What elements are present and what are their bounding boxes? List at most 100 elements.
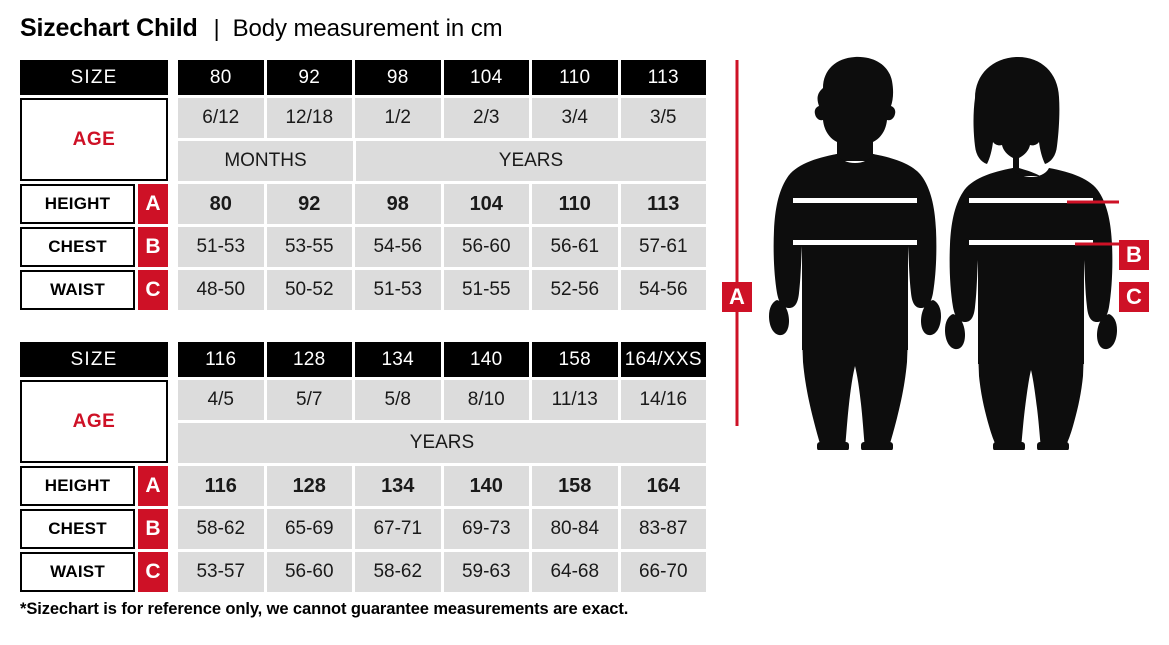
age-value-rows: 6/12 12/18 1/2 2/3 3/4 3/5 MONTHS YEARS [178,98,706,181]
measure-cell: 164 [620,466,706,506]
measure-cell: 56-61 [532,227,618,267]
size-cell: 134 [355,342,441,377]
page-title: Sizechart Child | Body measurement in cm [20,14,503,43]
size-header-label: SIZE [20,342,168,377]
measure-cell: 140 [443,466,529,506]
measurement-figure-panel: A B C [715,50,1169,450]
boy-silhouette [769,56,941,450]
age-cell: 8/10 [443,380,529,420]
age-unit-cells: MONTHS YEARS [178,141,706,181]
measure-cell: 83-87 [620,509,706,549]
size-cell: 110 [532,60,618,95]
measure-cell: 53-55 [266,227,352,267]
size-cell: 104 [443,60,529,95]
table-row-chest: CHEST B 51-53 53-55 54-56 56-60 56-61 57… [20,227,706,267]
measure-cell: 58-62 [355,552,441,592]
age-values-row: 6/12 12/18 1/2 2/3 3/4 3/5 [178,98,706,138]
size-cell: 158 [532,342,618,377]
measure-cell: 52-56 [532,270,618,310]
chest-band-girl [969,198,1093,203]
badge-b-icon: B [138,227,168,267]
measure-cell: 64-68 [532,552,618,592]
measure-cell: 57-61 [620,227,706,267]
measure-cell: 69-73 [443,509,529,549]
age-cell: 2/3 [443,98,529,138]
table-row-height: HEIGHT A 80 92 98 104 110 113 [20,184,706,224]
age-cell: 14/16 [620,380,706,420]
waist-band-girl [969,240,1093,245]
age-unit-months: MONTHS [178,141,353,181]
table-row-size-header: SIZE 80 92 98 104 110 113 [20,60,706,95]
badge-c-icon: C [138,270,168,310]
measure-cell: 54-56 [355,227,441,267]
badge-b-icon: B [138,509,168,549]
age-unit-cells: YEARS [178,423,706,463]
age-cell: 6/12 [178,98,264,138]
measure-cell: 65-69 [266,509,352,549]
age-unit-row: MONTHS YEARS [178,141,706,181]
measure-cell: 98 [355,184,441,224]
measure-label-waist: WAIST [20,552,135,592]
age-cell: 5/8 [355,380,441,420]
footnote-disclaimer: *Sizechart is for reference only, we can… [20,600,629,618]
measure-cell: 51-55 [443,270,529,310]
measure-cell: 104 [443,184,529,224]
age-label: AGE [20,380,168,463]
age-cell: 11/13 [532,380,618,420]
age-values-cells: 6/12 12/18 1/2 2/3 3/4 3/5 [178,98,706,138]
badge-c-icon: C [138,552,168,592]
measure-cell: 58-62 [178,509,264,549]
measure-cell: 51-53 [178,227,264,267]
age-label: AGE [20,98,168,181]
age-unit-years: YEARS [356,141,706,181]
size-cell: 80 [178,60,264,95]
measure-cell: 50-52 [266,270,352,310]
measure-cell: 110 [532,184,618,224]
age-values-cells: 4/5 5/7 5/8 8/10 11/13 14/16 [178,380,706,420]
table-row-age: AGE 4/5 5/7 5/8 8/10 11/13 14/16 YEARS [20,380,706,463]
age-unit-row: YEARS [178,423,706,463]
girl-silhouette [945,56,1117,450]
measure-cell: 80-84 [532,509,618,549]
measure-label-waist: WAIST [20,270,135,310]
table-row-height: HEIGHT A 116 128 134 140 158 164 [20,466,706,506]
size-cell: 92 [266,60,352,95]
size-cell: 116 [178,342,264,377]
measure-cell: 51-53 [355,270,441,310]
waist-value-cells: 53-57 56-60 58-62 59-63 64-68 66-70 [178,552,706,592]
measure-cell: 134 [355,466,441,506]
measure-cell: 80 [178,184,264,224]
chest-value-cells: 51-53 53-55 54-56 56-60 56-61 57-61 [178,227,706,267]
measure-cell: 67-71 [355,509,441,549]
age-cell: 3/4 [532,98,618,138]
chest-band-boy [793,198,917,203]
measure-label-chest: CHEST [20,227,135,267]
badge-a-icon: A [138,466,168,506]
page-title-subtitle: Body measurement in cm [232,15,503,42]
measure-cell: 53-57 [178,552,264,592]
size-cell: 164/XXS [620,342,706,377]
height-value-cells: 116 128 134 140 158 164 [178,466,706,506]
table-row-waist: WAIST C 53-57 56-60 58-62 59-63 64-68 66… [20,552,706,592]
table-row-chest: CHEST B 58-62 65-69 67-71 69-73 80-84 83… [20,509,706,549]
table-row-waist: WAIST C 48-50 50-52 51-53 51-55 52-56 54… [20,270,706,310]
measure-cell: 92 [266,184,352,224]
body-silhouettes-diagram [735,56,1119,450]
sizechart-table-young: SIZE 80 92 98 104 110 113 AGE 6/12 12/18… [20,60,706,310]
chest-value-cells: 58-62 65-69 67-71 69-73 80-84 83-87 [178,509,706,549]
size-cell: 128 [266,342,352,377]
age-values-row: 4/5 5/7 5/8 8/10 11/13 14/16 [178,380,706,420]
size-header-cells: 116 128 134 140 158 164/XXS [178,342,706,377]
title-separator: | [213,15,220,41]
table-row-age: AGE 6/12 12/18 1/2 2/3 3/4 3/5 MONTHS YE… [20,98,706,181]
waist-value-cells: 48-50 50-52 51-53 51-55 52-56 54-56 [178,270,706,310]
age-cell: 1/2 [355,98,441,138]
measure-cell: 113 [620,184,706,224]
age-unit-years: YEARS [178,423,706,463]
figure-badge-b-chest: B [1119,240,1149,270]
size-cell: 98 [355,60,441,95]
measure-cell: 56-60 [443,227,529,267]
measure-cell: 59-63 [443,552,529,592]
measure-cell: 56-60 [266,552,352,592]
measure-cell: 54-56 [620,270,706,310]
